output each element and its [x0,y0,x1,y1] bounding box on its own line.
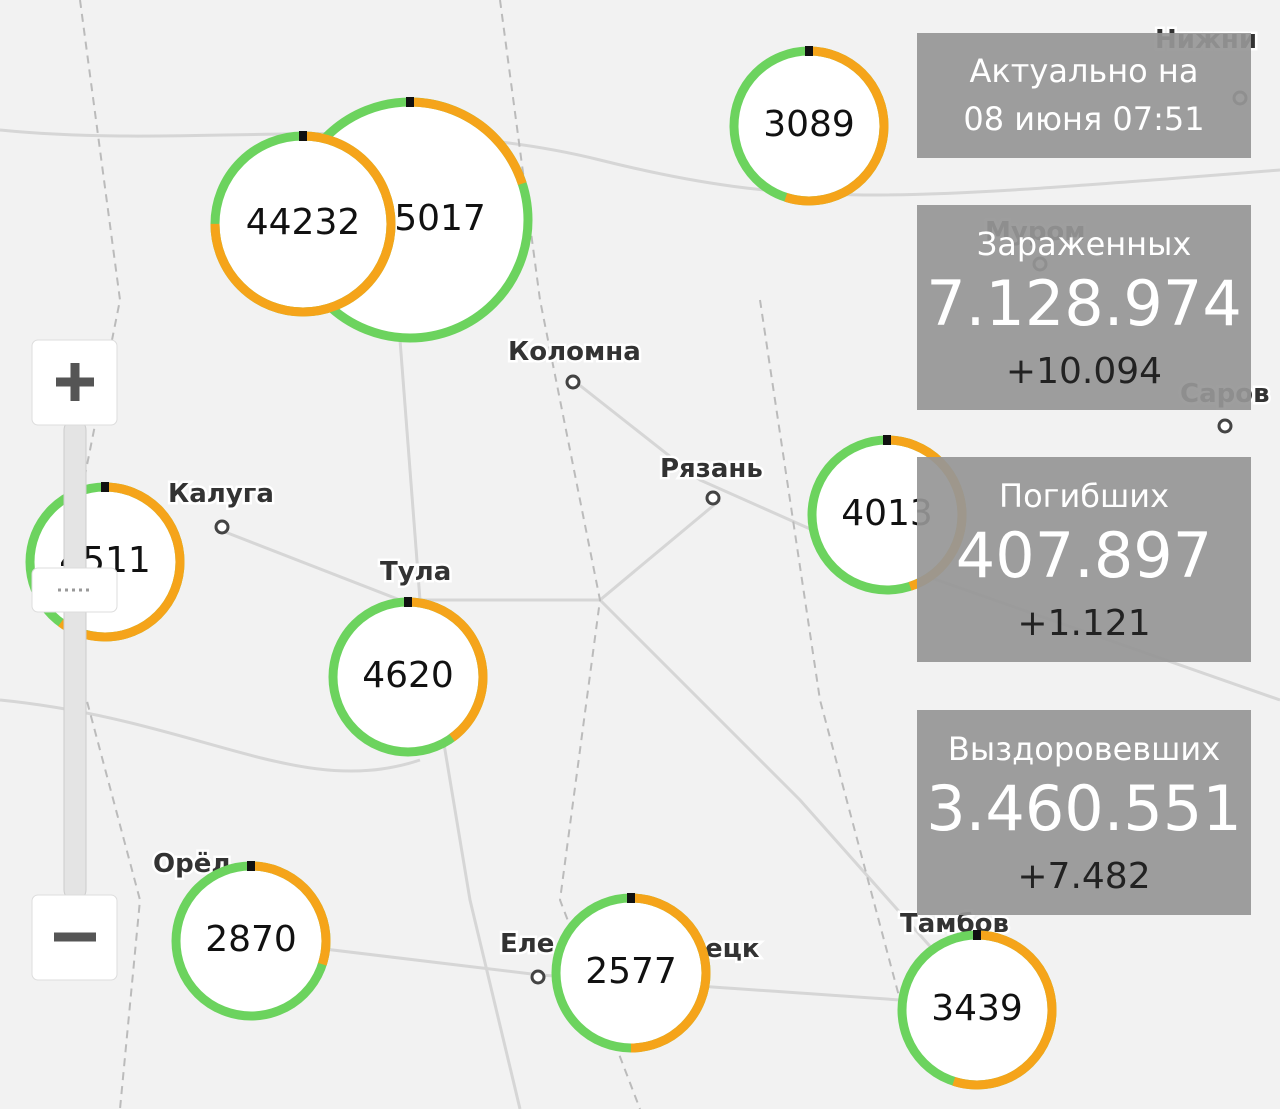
cluster-tick [973,930,981,940]
city-dot [530,969,546,985]
stat-delta: +7.482 [1017,856,1150,897]
cluster-tick [247,861,255,871]
updated-panel [917,33,1251,158]
stat-label: Выздоровевших [948,730,1220,768]
stat-panel [917,457,1251,662]
cluster-tick [404,597,412,607]
cluster-tick [101,482,109,492]
city-dot [1217,418,1233,434]
stat-total: 407.897 [956,519,1212,592]
cluster-count: 5017 [394,198,486,239]
cluster-count: 44232 [246,202,361,243]
cluster-tick [883,435,891,445]
cluster-count: 3089 [763,104,855,145]
stat-label: Погибших [999,477,1169,515]
stat-label: Зараженных [977,225,1192,263]
cluster-count: 2870 [205,919,297,960]
stat-total: 3.460.551 [926,772,1242,845]
cluster-count: 2577 [585,951,677,992]
cluster-tick [805,46,813,56]
city-label: Калуга [168,479,274,509]
city-label: ецк [705,934,760,964]
zoom-track [63,419,87,901]
cluster-count: 3439 [931,988,1023,1029]
city-label: Коломна [508,337,641,367]
roads [0,128,1280,1109]
city-label: Еле [500,929,554,959]
plus-icon [56,363,94,401]
cluster-tick [406,97,414,107]
cluster-tick [299,131,307,141]
updated-time: 08 июня 07:51 [963,100,1204,138]
zoom-control [31,339,118,981]
stat-panel [917,710,1251,915]
cluster-count: 4620 [362,655,454,696]
stat-delta: +10.094 [1006,351,1162,392]
city-label: Рязань [660,454,763,484]
city-label: Тула [380,557,451,587]
stat-total: 7.128.974 [926,267,1242,340]
city-dot [214,519,230,535]
updated-label: Актуально на [970,52,1199,90]
city-dot [705,490,721,506]
stat-panel [917,205,1251,410]
city-dot [565,374,581,390]
stat-delta: +1.121 [1017,603,1150,644]
cluster-tick [627,893,635,903]
